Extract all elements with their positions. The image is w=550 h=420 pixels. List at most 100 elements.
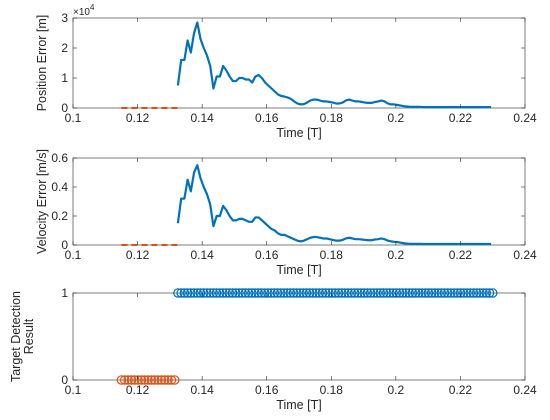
detection-marker [240, 288, 251, 298]
detection-marker [336, 288, 347, 298]
x-axis-label: Time [T] [276, 263, 321, 277]
detection-marker [269, 288, 280, 298]
detection-marker [301, 288, 312, 298]
x-axis-label: Time [T] [276, 398, 321, 412]
detection-marker [340, 288, 350, 298]
detection-marker [227, 288, 238, 298]
detection-marker [298, 288, 309, 298]
detection-marker [159, 375, 170, 385]
y-axis-multiplier-base: ×10 [73, 7, 90, 18]
detection-marker [314, 288, 325, 298]
x-tick-label: 0.18 [320, 248, 344, 262]
x-tick-label: 0.16 [255, 111, 279, 125]
x-tick-label: 0.2 [388, 111, 405, 125]
detection-marker [365, 288, 376, 298]
detection-marker [282, 288, 292, 298]
detection-marker [468, 288, 479, 298]
detection-marker [195, 288, 206, 298]
detection-marker [353, 288, 363, 298]
detection-marker [430, 288, 440, 298]
detection-marker [311, 288, 321, 298]
detection-marker [224, 288, 235, 298]
detection-marker [237, 288, 247, 298]
detection-marker [211, 288, 222, 298]
detection-marker [414, 288, 424, 298]
detection-marker [153, 375, 163, 385]
y-tick-label: 1 [61, 71, 68, 85]
detection-marker [397, 288, 408, 298]
x-tick-label: 0.1 [65, 248, 82, 262]
detection-marker [189, 288, 199, 298]
y-tick-label: 2 [61, 41, 68, 55]
detection-marker [143, 375, 153, 385]
detection-marker [452, 288, 463, 298]
detection-marker [391, 288, 402, 298]
error-series-line [176, 21, 492, 109]
detection-marker [295, 288, 305, 298]
detection-marker [208, 288, 219, 298]
x-tick-label: 0.14 [190, 248, 214, 262]
detection-marker [243, 288, 254, 298]
detection-marker [375, 288, 386, 298]
y-axis-multiplier: ×104 [73, 3, 95, 18]
detection-marker [156, 375, 167, 385]
detection-marker [218, 288, 228, 298]
detection-marker [407, 288, 418, 298]
detection-marker [146, 375, 157, 385]
x-tick-label: 0.22 [449, 383, 473, 397]
detection-marker [410, 288, 421, 298]
detection-marker [439, 288, 450, 298]
error-series-line [176, 164, 492, 246]
y-tick-label: 0 [61, 101, 68, 115]
detection-marker [423, 288, 434, 298]
detection-marker [285, 288, 296, 298]
y-axis-ticks: 0 1 2 3 [61, 11, 525, 115]
detection-marker [304, 288, 315, 298]
detection-marker [202, 288, 212, 298]
x-tick-label: 0.2 [388, 383, 405, 397]
y-axis-ticks: 01 [61, 286, 525, 387]
detection-marker [149, 375, 160, 385]
detection-marker [139, 375, 150, 385]
x-tick-label: 0.16 [255, 383, 279, 397]
detection-marker [291, 288, 302, 298]
detection-marker [119, 375, 130, 385]
detection-marker [185, 288, 196, 298]
detection-marker [465, 288, 476, 298]
y-tick-label: 0.2 [51, 209, 68, 223]
detection-marker [205, 288, 215, 298]
detection-marker [333, 288, 344, 298]
x-tick-label: 0.14 [190, 111, 214, 125]
detection-marker [320, 288, 331, 298]
detection-marker [214, 288, 225, 298]
x-tick-label: 0.12 [126, 248, 150, 262]
detection-marker [446, 288, 456, 298]
detection-marker [442, 288, 453, 298]
target-detection-plot: 0.1 0.12 0.14 0.16 0.18 0.2 0.22 0.24 01 Time [… [9, 286, 537, 412]
detection-marker [234, 288, 244, 298]
detection-marker [288, 288, 299, 298]
detection-marker [182, 288, 193, 298]
detection-marker [478, 288, 488, 298]
x-axis-ticks: 0.1 0.12 0.14 0.16 0.18 0.2 0.22 0.24 [65, 18, 537, 125]
y-tick-label: 0 [61, 373, 68, 387]
x-axis-label: Time [T] [276, 126, 321, 140]
axes-box [72, 292, 526, 381]
detection-marker [129, 375, 140, 385]
x-tick-label: 0.24 [513, 248, 537, 262]
y-axis-multiplier-exponent: 4 [90, 3, 95, 12]
detection-marker [388, 288, 398, 298]
detection-marker [487, 288, 498, 298]
detection-marker [436, 288, 447, 298]
detection-marker [471, 288, 482, 298]
detection-marker [426, 288, 437, 298]
detection-marker [378, 288, 389, 298]
detection-marker [462, 288, 472, 298]
detection-marker [116, 375, 127, 385]
x-tick-label: 0.18 [320, 383, 344, 397]
detection-marker [198, 288, 209, 298]
detection-marker [381, 288, 392, 298]
detection-marker [394, 288, 405, 298]
detection-marker [324, 288, 334, 298]
